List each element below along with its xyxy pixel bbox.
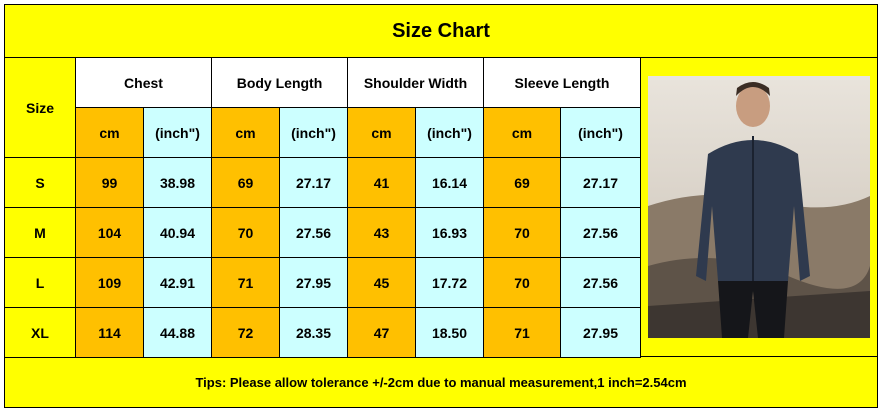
unit-header: (inch") <box>415 107 484 158</box>
measurement: 41 <box>347 157 416 208</box>
unit-header: cm <box>211 107 280 158</box>
unit-header: (inch") <box>143 107 212 158</box>
measurement: 27.56 <box>560 257 641 308</box>
measurement: 104 <box>75 207 144 258</box>
size-label: L <box>4 257 76 308</box>
measurement: 47 <box>347 307 416 358</box>
group-header: Chest <box>75 57 212 108</box>
photo-cell <box>639 57 878 357</box>
measurement: 17.72 <box>415 257 484 308</box>
size-label: M <box>4 207 76 258</box>
measurement: 38.98 <box>143 157 212 208</box>
measurement: 18.50 <box>415 307 484 358</box>
measurement: 27.95 <box>279 257 348 308</box>
measurement: 109 <box>75 257 144 308</box>
unit-header: (inch") <box>279 107 348 158</box>
measurement: 70 <box>483 257 561 308</box>
measurement: 99 <box>75 157 144 208</box>
measurement: 27.17 <box>560 157 641 208</box>
measurement: 28.35 <box>279 307 348 358</box>
size-header: Size <box>4 57 76 158</box>
size-label: S <box>4 157 76 208</box>
measurement: 27.95 <box>560 307 641 358</box>
measurement: 71 <box>483 307 561 358</box>
measurement: 43 <box>347 207 416 258</box>
measurement: 70 <box>483 207 561 258</box>
measurement: 69 <box>211 157 280 208</box>
measurement: 42.91 <box>143 257 212 308</box>
unit-header: cm <box>75 107 144 158</box>
group-header: Sleeve Length <box>483 57 641 108</box>
model-photo <box>647 76 870 338</box>
group-header: Shoulder Width <box>347 57 484 108</box>
measurement: 16.93 <box>415 207 484 258</box>
measurement: 16.14 <box>415 157 484 208</box>
measurement: 27.56 <box>279 207 348 258</box>
tips: Tips: Please allow tolerance +/-2cm due … <box>4 356 878 408</box>
measurement: 70 <box>211 207 280 258</box>
title: Size Chart <box>4 4 878 58</box>
measurement: 114 <box>75 307 144 358</box>
unit-header: cm <box>347 107 416 158</box>
measurement: 45 <box>347 257 416 308</box>
unit-header: (inch") <box>560 107 641 158</box>
unit-header: cm <box>483 107 561 158</box>
group-header: Body Length <box>211 57 348 108</box>
measurement: 27.56 <box>560 207 641 258</box>
measurement: 44.88 <box>143 307 212 358</box>
size-label: XL <box>4 307 76 358</box>
measurement: 72 <box>211 307 280 358</box>
measurement: 71 <box>211 257 280 308</box>
measurement: 40.94 <box>143 207 212 258</box>
measurement: 69 <box>483 157 561 208</box>
measurement: 27.17 <box>279 157 348 208</box>
